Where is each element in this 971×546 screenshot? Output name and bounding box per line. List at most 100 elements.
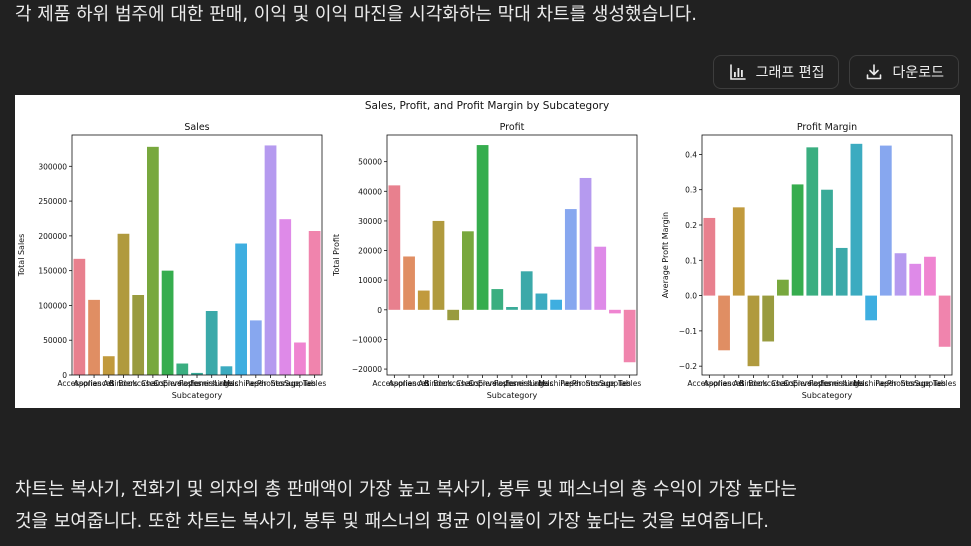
bar	[535, 293, 548, 310]
x-tick-label: Fasteners	[179, 379, 215, 388]
subplot-2: −0.2 −0.1 0.0 0.1 0.2 0.3 0.4 AccessoriesApplia…	[661, 122, 956, 400]
x-tick-label: Accessories	[372, 379, 416, 388]
y-axis-label: Total Sales	[17, 234, 26, 278]
x-tick-label: Binders	[424, 379, 452, 388]
x-tick-label: Furnishings	[190, 379, 233, 388]
y-tick-label: 0.1	[685, 256, 697, 265]
bar	[88, 299, 100, 375]
bar	[506, 307, 518, 310]
bar	[417, 290, 430, 310]
x-tick-label: Envelopes	[163, 379, 202, 388]
bar	[703, 217, 716, 296]
bar	[520, 271, 533, 310]
bar	[476, 145, 489, 310]
bar	[432, 220, 445, 310]
x-tick-label: Machines	[853, 379, 888, 388]
edit-graph-button[interactable]: 그래프 편집	[712, 55, 840, 89]
bar	[850, 143, 863, 296]
bar	[102, 356, 115, 375]
summary-line-1: 차트는 복사기, 전화기 및 의자의 총 판매액이 가장 높고 복사기, 봉투 …	[15, 479, 797, 500]
y-tick-label: 0	[377, 306, 382, 315]
x-tick-label: Tables	[302, 379, 326, 388]
x-tick-label: Paper	[875, 379, 897, 388]
subplot-0: 0 50000 100000 150000 200000 250000 300000 Acce…	[17, 122, 326, 400]
x-tick-label: Phones	[572, 379, 599, 388]
x-tick-label: Envelopes	[478, 379, 517, 388]
subplot-1: −20000 −10000 0 10000 20000 30000 40000 50000 Ac…	[332, 122, 641, 400]
y-tick-label: 30000	[358, 217, 382, 226]
chart-figure: Sales, Profit, and Profit Margin by Subc…	[15, 95, 960, 408]
y-tick-label: 0.0	[685, 292, 697, 301]
subplot-title: Profit	[500, 122, 525, 133]
x-tick-label: Binders	[109, 379, 137, 388]
y-tick-label: 20000	[358, 247, 382, 256]
chart-toolbar: 그래프 편집 다운로드	[712, 55, 959, 89]
bar	[73, 258, 86, 375]
bar	[865, 295, 877, 321]
x-tick-label: Accessories	[687, 379, 731, 388]
bar	[609, 309, 621, 314]
bar	[821, 189, 833, 296]
x-tick-label: Art	[733, 379, 744, 388]
y-tick-label: 50000	[43, 336, 67, 345]
y-axis-label: Average Profit Margin	[661, 212, 670, 298]
x-tick-label: Bookcases	[748, 379, 788, 388]
x-axis-label: Subcategory	[172, 391, 223, 400]
x-tick-label: Art	[418, 379, 429, 388]
bar	[462, 231, 474, 310]
x-tick-label: Binders	[739, 379, 767, 388]
bar	[938, 295, 951, 347]
bar	[264, 145, 277, 375]
chart-suptitle: Sales, Profit, and Profit Margin by Subc…	[365, 100, 609, 112]
bar-chart-icon	[729, 64, 746, 80]
y-tick-label: −10000	[352, 335, 382, 344]
download-icon	[867, 64, 882, 80]
bar	[718, 295, 730, 351]
x-tick-label: Fasteners	[809, 379, 845, 388]
bar	[161, 270, 174, 375]
bar	[879, 145, 892, 296]
x-tick-label: Paper	[245, 379, 267, 388]
x-axis-label: Subcategory	[487, 391, 538, 400]
bar	[762, 295, 775, 342]
x-tick-label: Phones	[257, 379, 284, 388]
y-tick-label: 150000	[38, 267, 67, 276]
x-tick-label: Labels	[214, 379, 238, 388]
bar	[308, 231, 321, 375]
bar	[550, 299, 562, 310]
y-tick-label: −20000	[352, 365, 382, 374]
y-tick-label: 300000	[38, 162, 67, 171]
x-tick-label: Furnishings	[505, 379, 548, 388]
download-button[interactable]: 다운로드	[849, 55, 959, 89]
y-tick-label: 100000	[38, 301, 67, 310]
bar	[132, 295, 145, 375]
bar	[235, 243, 247, 375]
x-tick-label: Supplies	[599, 379, 631, 388]
download-label: 다운로드	[892, 65, 944, 81]
x-tick-label: Bookcases	[433, 379, 473, 388]
bar	[594, 246, 607, 310]
bar	[747, 295, 760, 367]
x-tick-label: Machines	[223, 379, 258, 388]
x-tick-label: Labels	[844, 379, 868, 388]
x-tick-label: Tables	[617, 379, 641, 388]
bar	[909, 263, 922, 296]
bar	[388, 185, 401, 310]
y-tick-label: 0.2	[685, 221, 697, 230]
x-tick-label: Appliances	[704, 379, 745, 388]
x-tick-label: Copiers	[153, 379, 181, 388]
x-tick-label: Bookcases	[118, 379, 158, 388]
bar	[147, 146, 159, 375]
x-tick-label: Copiers	[783, 379, 811, 388]
x-axis-label: Subcategory	[802, 391, 853, 400]
bar	[777, 279, 789, 296]
bar	[732, 207, 745, 296]
subplot-title: Profit Margin	[797, 122, 857, 133]
x-tick-label: Copiers	[468, 379, 496, 388]
x-tick-label: Accessories	[57, 379, 101, 388]
subplot-title: Sales	[184, 122, 209, 133]
bar	[447, 309, 460, 321]
x-tick-label: Art	[103, 379, 114, 388]
bar	[894, 253, 907, 296]
bar	[294, 342, 306, 375]
